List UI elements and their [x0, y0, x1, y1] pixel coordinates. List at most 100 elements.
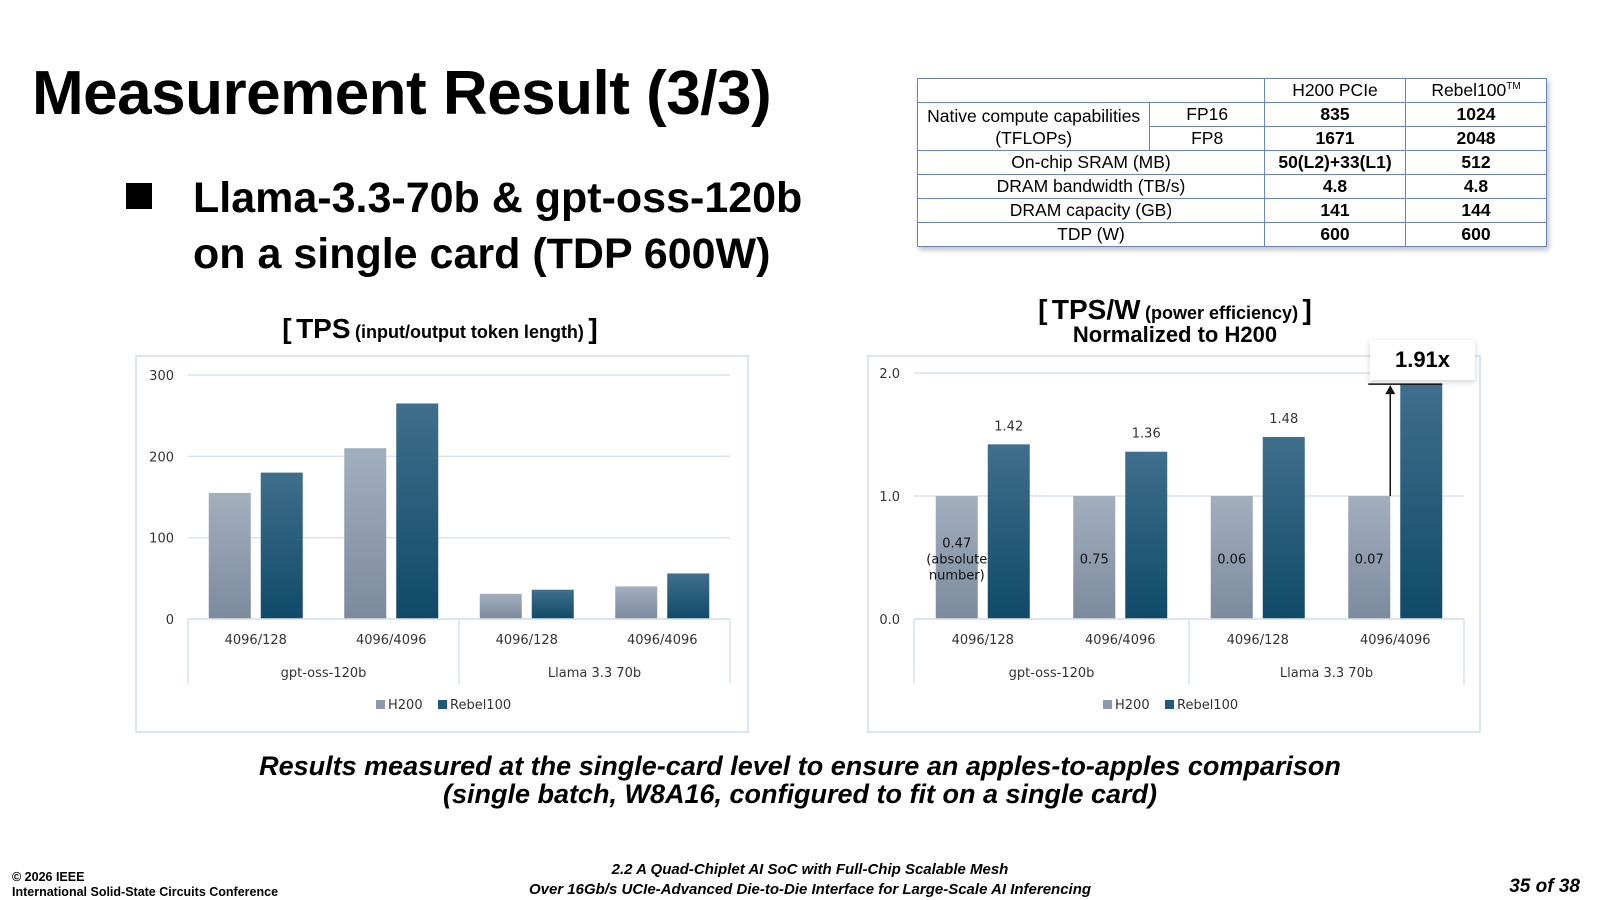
footer-paper-line-2: Over 16Gb/s UCIe-Advanced Die-to-Die Int…: [528, 881, 1092, 898]
page-number: 35 of 38: [1509, 876, 1580, 897]
spec-cell-h200: 4.8: [1264, 174, 1406, 199]
c2-category-label: 4096/4096: [1085, 633, 1156, 648]
c1-category-label: 4096/4096: [356, 633, 427, 648]
c2-ytick-label: 1.0: [879, 490, 900, 505]
footnote: Results measured at the single-card leve…: [0, 752, 1600, 808]
spec-compute-label-1: Native compute capabilities: [927, 105, 1141, 126]
c1-bar-rebel: [260, 472, 303, 619]
c2-category-label: 4096/128: [1227, 633, 1289, 648]
spec-row-fp8: FP8 1671 2048: [918, 126, 1547, 151]
spec-row-sram: On-chip SRAM (MB) 50(L2)+33(L1) 512: [917, 150, 1547, 175]
chart2-bracket-close: ]: [1302, 294, 1312, 325]
c1-bar-h200: [615, 586, 658, 619]
footer-copyright: © 2026 IEEE: [12, 870, 85, 884]
c2-data-label: 1.48: [1269, 412, 1298, 427]
chart1-bracket-close: ]: [588, 313, 598, 344]
footer-conference: International Solid-State Circuits Confe…: [12, 885, 279, 899]
spec-cell-h200: 600: [1264, 222, 1406, 247]
c2-legend-swatch-h200: [1103, 700, 1112, 709]
spec-cell-h200: 835: [1264, 102, 1406, 127]
c2-bar-rebel: [1262, 436, 1305, 619]
spec-cell-rebel: 2048: [1405, 126, 1547, 151]
speedup-arrow-head: [1385, 385, 1396, 395]
bullet-line-2: on a single card (TDP 600W): [193, 230, 771, 278]
c2-group-label: gpt-oss-120b: [1009, 666, 1095, 681]
spec-cell-label: On-chip SRAM (MB): [917, 150, 1265, 175]
chart1-bracket-open: [: [282, 313, 292, 344]
c1-ytick-label: 100: [149, 532, 174, 547]
spec-compute-label-2: (TFLOPs): [995, 127, 1073, 148]
bullet-square-icon: [126, 183, 152, 209]
spec-row-tdp: TDP (W) 600 600: [917, 222, 1547, 247]
spec-row-capacity: DRAM capacity (GB) 141 144: [917, 198, 1547, 223]
spec-cell-rebel: 600: [1405, 222, 1547, 247]
c1-category-label: 4096/4096: [627, 633, 698, 648]
c1-group-label: Llama 3.3 70b: [548, 666, 641, 681]
c1-legend-swatch-h200: [376, 700, 385, 709]
spec-row-fp16: Native compute capabilities (TFLOPs) FP1…: [916, 102, 1547, 151]
spec-cell-label: FP8: [1149, 126, 1265, 151]
c2-legend-label-h200: H200: [1115, 698, 1150, 713]
speedup-callout: 1.91x: [1370, 340, 1475, 380]
footer-left: © 2026 IEEE International Solid-State Ci…: [12, 870, 278, 900]
chart2-heading-sub: (power efficiency): [1145, 303, 1299, 323]
c2-category-label: 4096/4096: [1360, 633, 1431, 648]
c1-group-label: gpt-oss-120b: [281, 666, 367, 681]
c1-bar-rebel: [531, 589, 574, 619]
c2-data-label: 1.36: [1132, 427, 1161, 442]
c2-bar-rebel: [987, 444, 1030, 619]
c2-bar-rebel: [1125, 451, 1168, 619]
c2-bar-h200: [935, 496, 978, 619]
c1-category-label: 4096/128: [496, 633, 558, 648]
c2-bar-h200: [1073, 496, 1116, 619]
c1-ytick-label: 200: [149, 450, 174, 465]
c1-bar-h200: [208, 492, 251, 619]
c2-annotation: 0.75: [1080, 553, 1109, 568]
spec-cell-label: DRAM capacity (GB): [917, 198, 1265, 223]
c2-bar-rebel: [1400, 384, 1443, 619]
spec-cell-label: TDP (W): [917, 222, 1265, 247]
c2-annotation: 0.07: [1355, 553, 1384, 568]
spec-cell-h200: 50(L2)+33(L1): [1264, 150, 1406, 175]
c2-legend-label-rebel: Rebel100: [1177, 698, 1238, 713]
chart2-heading-main: TPS/W: [1051, 294, 1141, 325]
spec-col-rebel-sup: TM: [1506, 81, 1521, 93]
chart2-heading-line2: Normalized to H200: [1072, 322, 1278, 347]
c2-ytick-label: 2.0: [879, 367, 900, 382]
c1-category-label: 4096/128: [225, 633, 287, 648]
spec-cell-label: FP16: [1149, 102, 1265, 127]
c1-legend-label-h200: H200: [388, 698, 423, 713]
spec-col-rebel-text: Rebel100: [1431, 80, 1507, 100]
c1-ytick-label: 300: [149, 369, 174, 384]
footnote-line-2: (single batch, W8A16, configured to fit …: [442, 779, 1158, 809]
spec-cell-rebel: 1024: [1405, 102, 1547, 127]
spec-table: H200 PCIe Rebel100TM Native compute capa…: [916, 78, 1547, 247]
c2-category-label: 4096/128: [952, 633, 1014, 648]
footer-paper-title: 2.2 A Quad-Chiplet AI SoC with Full-Chip…: [420, 860, 1200, 900]
chart1-heading-sub: (input/output token length): [354, 322, 584, 342]
c1-ytick-label: 0: [166, 613, 174, 628]
c2-group-label: Llama 3.3 70b: [1280, 666, 1373, 681]
c1-bar-rebel: [396, 403, 439, 619]
c2-annotation: 0.47 (absolute number): [926, 537, 987, 584]
c2-annotation: 0.06: [1217, 553, 1246, 568]
chart1-heading: [ TPS (input/output token length) ]: [135, 313, 745, 345]
c1-legend-swatch-rebel: [438, 700, 447, 709]
chart2-heading: [ TPS/W (power efficiency) ] Normalized …: [870, 294, 1480, 348]
spec-col-h200: H200 PCIe: [1264, 78, 1406, 103]
spec-compute-label: Native compute capabilities (TFLOPs): [916, 102, 1151, 151]
footnote-line-1: Results measured at the single-card leve…: [259, 751, 1341, 781]
spec-cell-rebel: 512: [1405, 150, 1547, 175]
c2-data-label: 1.42: [994, 419, 1023, 434]
spec-cell-label: DRAM bandwidth (TB/s): [917, 174, 1265, 199]
bullet-line-1: Llama-3.3-70b & gpt-oss-120b: [193, 174, 803, 222]
chart2-bracket-open: [: [1038, 294, 1048, 325]
c2-bar-h200: [1210, 496, 1253, 619]
c1-legend-label-rebel: Rebel100: [450, 698, 511, 713]
c1-bar-h200: [479, 593, 522, 619]
bullet-text: Llama-3.3-70b & gpt-oss-120b on a single…: [193, 170, 893, 282]
c2-bar-h200: [1348, 496, 1391, 619]
c1-bar-rebel: [667, 573, 710, 619]
